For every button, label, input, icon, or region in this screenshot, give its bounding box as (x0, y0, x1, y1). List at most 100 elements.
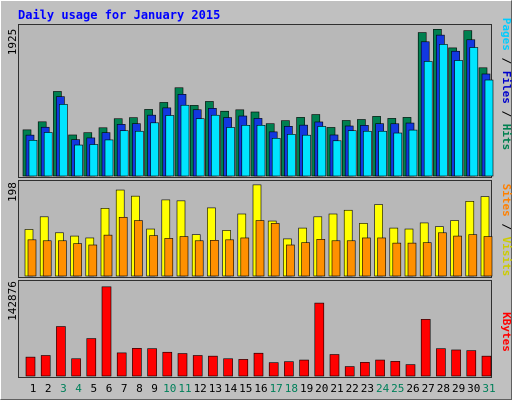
kbytes-bar-day-27 (420, 319, 431, 377)
kbytes-bar-day-20 (314, 302, 325, 377)
day-label-20: 20 (315, 382, 328, 395)
day-label-11: 11 (178, 382, 191, 395)
kbytes-bar-day-5 (86, 338, 97, 377)
kbytes-bar-day-7 (116, 352, 127, 377)
sites-bar-day-18 (286, 244, 295, 277)
pages-bar-day-13 (211, 114, 220, 177)
sites-bar-day-11 (179, 236, 189, 277)
visits-axis-max-label: 198 (6, 182, 19, 202)
pages-bar-day-18 (287, 134, 296, 177)
kbytes-bar-day-30 (466, 350, 477, 377)
kbytes-bar-day-28 (436, 348, 446, 377)
kbytes-bar-day-23 (360, 362, 370, 377)
hits-files-pages-bars (22, 29, 494, 177)
kbytes-bar-day-1 (25, 356, 36, 377)
kbytes-bar-day-13 (208, 355, 218, 377)
day-label-28: 28 (437, 382, 450, 395)
kbytes-bar-day-12 (192, 355, 203, 377)
day-label-29: 29 (452, 382, 465, 395)
day-label-6: 6 (106, 382, 113, 395)
pages-bar-day-22 (347, 130, 357, 177)
pages-bar-day-27 (423, 61, 433, 177)
day-label-13: 13 (209, 382, 222, 395)
pages-bar-day-8 (135, 130, 144, 177)
kbytes-bar-day-14 (223, 358, 233, 377)
kbytes-bar-day-11 (177, 353, 188, 377)
legend-part-2: Files (500, 71, 512, 104)
sites-bar-day-9 (149, 235, 158, 277)
day-label-17: 17 (270, 382, 283, 395)
sites-bar-day-10 (164, 238, 174, 277)
kbytes-bar-day-18 (284, 361, 294, 377)
sites-bar-day-17 (270, 223, 280, 277)
pages-bar-day-15 (241, 125, 251, 177)
sites-bar-day-30 (468, 234, 478, 277)
sites-bar-day-26 (407, 242, 417, 277)
legend-part-0: Pages (500, 18, 512, 51)
kbytes-bar-day-15 (238, 359, 249, 377)
sites-bar-day-16 (255, 220, 265, 277)
kbytes-bar-day-26 (405, 364, 416, 377)
hits-axis-max-label: 1925 (6, 29, 19, 56)
kbytes-bar-day-21 (329, 354, 340, 377)
day-label-30: 30 (467, 382, 480, 395)
legend-part-3: / (500, 104, 512, 124)
sites-bar-day-7 (118, 216, 128, 277)
sites-bar-day-23 (362, 237, 371, 277)
pages-bar-day-21 (332, 140, 342, 177)
kbytes-bar-day-19 (299, 359, 309, 377)
day-label-14: 14 (224, 382, 238, 395)
pages-bar-day-1 (28, 140, 38, 177)
pages-bar-day-29 (454, 60, 463, 177)
kbytes-bar-day-24 (375, 359, 385, 377)
visits-sites-bars (24, 184, 493, 277)
day-label-25: 25 (391, 382, 404, 395)
sites-bar-day-6 (103, 234, 113, 277)
legend-part-1: / (500, 217, 512, 237)
sites-bar-day-27 (422, 242, 432, 277)
day-label-8: 8 (136, 382, 143, 395)
kbytes-bar-day-25 (390, 361, 401, 377)
legend-part-0: KBytes (500, 312, 512, 352)
sites-bar-day-28 (438, 232, 447, 277)
kbytes-bar-day-3 (56, 326, 66, 377)
sites-bar-day-15 (240, 237, 250, 277)
kbytes-bars (25, 286, 492, 377)
kbytes-bar-day-9 (147, 348, 157, 377)
pages-bar-day-30 (469, 47, 479, 177)
pages-bar-day-2 (43, 132, 53, 177)
sites-bar-day-19 (301, 242, 310, 277)
day-label-9: 9 (151, 382, 158, 395)
day-label-3: 3 (60, 382, 67, 395)
day-label-31: 31 (482, 382, 495, 395)
pages-bar-day-20 (317, 126, 327, 177)
pages-bar-day-12 (195, 118, 205, 177)
pages-bar-day-25 (393, 132, 403, 177)
day-label-19: 19 (300, 382, 313, 395)
kbytes-bar-day-6 (101, 286, 112, 377)
pages-bar-day-3 (59, 104, 68, 177)
sites-bar-day-4 (73, 243, 82, 277)
kbytes-bar-day-16 (253, 352, 264, 377)
sites-bar-day-2 (42, 240, 52, 277)
kbytes-bar-day-10 (162, 351, 173, 377)
day-label-12: 12 (194, 382, 207, 395)
pages-bar-day-6 (104, 139, 114, 177)
kbytes-bar-day-17 (268, 362, 279, 377)
pages-bar-day-31 (484, 79, 494, 177)
sites-bar-day-25 (392, 242, 402, 277)
day-label-27: 27 (422, 382, 435, 395)
day-labels: 1 2 3 4 5 6 7 8 9 10 11 12 13 14 15 16 17 18 19 20 21 22 23 24 2… (30, 382, 496, 395)
legend-part-1: / (500, 51, 512, 71)
pages-bar-day-28 (439, 44, 448, 177)
kbytes-bar-day-31 (481, 355, 492, 377)
chart-title: Daily usage for January 2015 (18, 8, 220, 22)
kbytes-bar-day-8 (132, 348, 142, 377)
pages-bar-day-14 (226, 127, 235, 177)
sites-bar-day-8 (134, 220, 143, 277)
day-label-5: 5 (90, 382, 97, 395)
legend-part-2: Visits (500, 237, 512, 277)
sites-bar-day-14 (225, 239, 234, 277)
visits-panel-legend: Sites / Visits (500, 184, 512, 277)
